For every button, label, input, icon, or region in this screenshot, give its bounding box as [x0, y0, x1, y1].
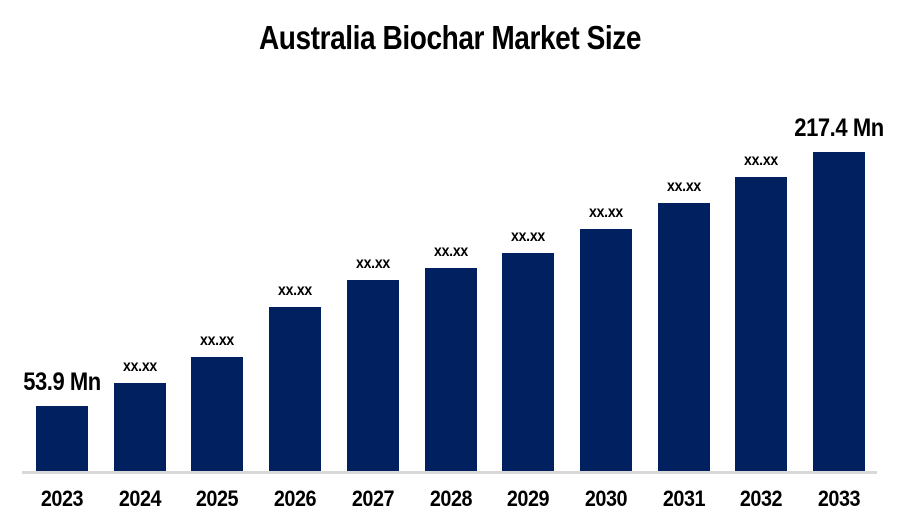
bar-2025	[191, 357, 244, 471]
bar-value-label-2029: xx.xx	[511, 228, 546, 245]
x-axis-line	[22, 471, 877, 474]
bar-2031	[657, 203, 710, 471]
bar-2030	[579, 229, 632, 471]
x-axis-label-2027: 2027	[351, 486, 395, 511]
bar-value-label-2027: xx.xx	[355, 255, 390, 272]
x-axis-label-2024: 2024	[118, 486, 162, 511]
bar-2029	[502, 253, 555, 471]
x-axis-label-2026: 2026	[273, 486, 317, 511]
bar-value-label-2025: xx.xx	[200, 332, 235, 349]
x-axis-label-2023: 2023	[40, 486, 84, 511]
bar-2027	[346, 280, 399, 471]
x-axis-label-2030: 2030	[584, 486, 628, 511]
x-axis-label-2025: 2025	[196, 486, 239, 511]
bar-value-label-2030: xx.xx	[588, 204, 623, 221]
x-axis-label-2031: 2031	[662, 486, 705, 511]
bar-2028	[424, 268, 477, 471]
chart-title: Australia Biochar Market Size	[258, 19, 642, 56]
bar-2024	[113, 383, 166, 471]
bar-value-label-2026: xx.xx	[278, 282, 313, 299]
x-axis-label-2028: 2028	[429, 486, 472, 511]
bar-value-label-2024: xx.xx	[122, 358, 157, 375]
x-axis-label-2029: 2029	[507, 486, 550, 511]
bar-value-label-2031: xx.xx	[666, 178, 701, 195]
bar-2033	[813, 152, 865, 471]
bar-value-label-2028: xx.xx	[433, 243, 468, 260]
x-axis-label-2033: 2033	[817, 486, 861, 511]
bar-2023	[36, 406, 88, 471]
bar-value-label-2033: 217.4 Mn	[794, 114, 884, 142]
x-axis-label-2032: 2032	[740, 486, 783, 511]
bar-2032	[735, 177, 788, 471]
bar-value-label-2032: xx.xx	[744, 152, 779, 169]
bar-2026	[269, 307, 322, 471]
bar-value-label-2023: 53.9 Mn	[23, 368, 101, 396]
